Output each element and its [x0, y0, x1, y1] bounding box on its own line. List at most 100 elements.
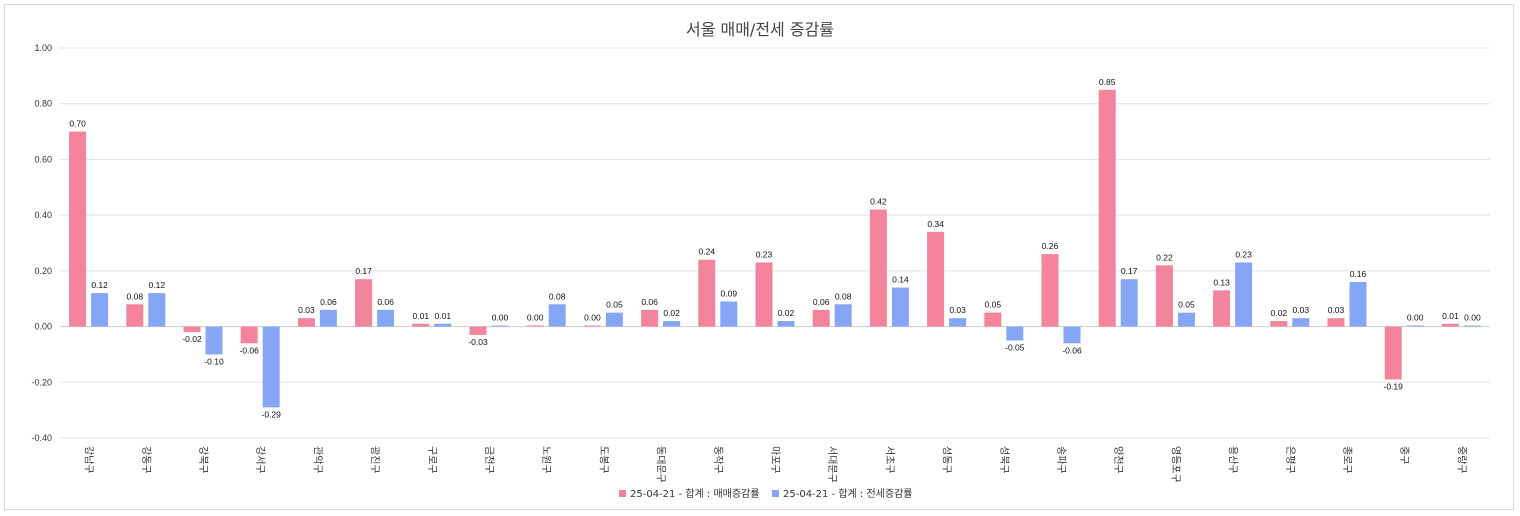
label-sales-19: 0.22 [1156, 252, 1173, 262]
x-tick-label: 서대문구 [826, 446, 838, 483]
bar-sales-8 [526, 325, 544, 327]
bar-sales-24 [1441, 323, 1459, 327]
bar-sales-1 [126, 304, 144, 327]
x-tick-label: 도봉구 [597, 446, 609, 474]
label-sales-22: 0.03 [1328, 305, 1345, 315]
x-tick-label: 성북구 [998, 446, 1010, 474]
bar-sales-14 [869, 209, 887, 327]
bar-jeonse-22 [1349, 282, 1367, 327]
x-tick-label: 강남구 [83, 446, 95, 474]
label-sales-20: 0.13 [1213, 277, 1230, 287]
bars [69, 89, 1481, 408]
label-jeonse-21: 0.03 [1293, 305, 1310, 315]
bar-sales-10 [641, 309, 659, 327]
label-jeonse-1: 0.12 [149, 280, 166, 290]
label-jeonse-15: 0.03 [949, 305, 966, 315]
bar-jeonse-9 [605, 312, 623, 327]
x-tick-label: 동대문구 [655, 446, 667, 483]
bar-sales-16 [984, 312, 1002, 327]
label-sales-1: 0.08 [127, 291, 144, 301]
label-sales-24: 0.01 [1442, 311, 1459, 321]
bar-jeonse-20 [1235, 262, 1253, 327]
bar-jeonse-5 [377, 309, 395, 327]
x-tick-label: 중랑구 [1455, 446, 1467, 474]
bar-jeonse-6 [434, 323, 452, 327]
label-jeonse-17: -0.06 [1062, 345, 1082, 355]
bar-jeonse-12 [777, 321, 795, 327]
x-tick-label: 강동구 [140, 446, 152, 474]
label-jeonse-5: 0.06 [377, 297, 394, 307]
bar-sales-21 [1270, 321, 1288, 327]
y-tick-label: 0.40 [34, 210, 52, 220]
bar-jeonse-10 [663, 321, 681, 327]
label-sales-10: 0.06 [641, 297, 658, 307]
legend-label-sales: 25-04-21 - 합계 : 매매증감률 [630, 488, 759, 500]
bar-sales-9 [583, 325, 601, 327]
label-jeonse-7: 0.00 [492, 313, 509, 323]
x-tick-label: 노원구 [540, 446, 552, 474]
bar-sales-23 [1384, 326, 1402, 380]
bar-sales-3 [240, 326, 258, 344]
x-tick-label: 양천구 [1112, 446, 1124, 474]
label-sales-16: 0.05 [985, 300, 1002, 310]
bar-sales-0 [69, 131, 87, 327]
bar-jeonse-0 [91, 293, 109, 327]
bar-sales-2 [183, 326, 201, 333]
y-tick-label: 0.60 [34, 154, 52, 164]
y-tick-label: 1.00 [34, 43, 52, 53]
label-sales-5: 0.17 [355, 266, 372, 276]
label-jeonse-0: 0.12 [91, 280, 108, 290]
y-axis: -0.40 -0.20 0.00 0.20 0.40 0.60 0.80 1.00 [31, 43, 52, 443]
label-jeonse-11: 0.09 [721, 289, 738, 299]
label-jeonse-10: 0.02 [663, 308, 680, 318]
x-tick-label: 용산구 [1227, 446, 1239, 474]
label-sales-4: 0.03 [298, 305, 315, 315]
label-jeonse-9: 0.05 [606, 300, 623, 310]
bar-chart: 서울 매매/전세 증감률 -0.40 -0.20 0.00 0.20 0.40 0.60 0… [31, 20, 1490, 500]
label-jeonse-13: 0.08 [835, 291, 852, 301]
bar-jeonse-2 [205, 326, 223, 355]
chart-frame: 서울 매매/전세 증감률 -0.40 -0.20 0.00 0.20 0.40 0.60 0… [4, 4, 1514, 510]
bar-jeonse-1 [148, 293, 166, 327]
label-jeonse-20: 0.23 [1235, 250, 1252, 260]
label-jeonse-23: 0.00 [1407, 313, 1424, 323]
bar-jeonse-24 [1463, 325, 1481, 327]
label-jeonse-14: 0.14 [892, 275, 909, 285]
label-sales-9: 0.00 [584, 313, 601, 323]
bar-jeonse-14 [891, 287, 909, 327]
y-tick-label: 0.80 [34, 99, 52, 109]
x-tick-label: 강서구 [254, 446, 266, 474]
label-jeonse-19: 0.05 [1178, 300, 1195, 310]
label-jeonse-16: -0.05 [1005, 343, 1025, 353]
label-jeonse-18: 0.17 [1121, 266, 1138, 276]
label-jeonse-6: 0.01 [435, 311, 452, 321]
bar-jeonse-17 [1063, 326, 1081, 344]
x-tick-label: 중구 [1398, 446, 1410, 464]
bar-jeonse-23 [1406, 325, 1424, 327]
x-tick-label: 광진구 [369, 446, 381, 474]
bar-jeonse-3 [262, 326, 280, 408]
label-sales-17: 0.26 [1042, 241, 1059, 251]
label-sales-14: 0.42 [870, 197, 887, 207]
y-tick-label: 0.00 [34, 322, 52, 332]
x-tick-label: 서초구 [883, 446, 895, 474]
legend-swatch-sales [619, 490, 626, 497]
x-tick-label: 영등포구 [1169, 446, 1181, 483]
bar-jeonse-8 [548, 304, 566, 327]
x-tick-label: 강북구 [197, 446, 209, 474]
bar-sales-15 [927, 231, 945, 327]
label-sales-21: 0.02 [1271, 308, 1288, 318]
bar-jeonse-11 [720, 301, 738, 327]
x-tick-label: 구로구 [426, 446, 437, 474]
bar-sales-19 [1155, 265, 1173, 327]
x-tick-label: 관악구 [311, 446, 323, 474]
x-tick-label: 금천구 [483, 446, 495, 474]
label-jeonse-8: 0.08 [549, 291, 566, 301]
bar-jeonse-18 [1120, 279, 1138, 327]
label-jeonse-24: 0.00 [1464, 313, 1481, 323]
bar-sales-5 [355, 279, 373, 327]
bar-jeonse-16 [1006, 326, 1024, 341]
bar-sales-7 [469, 326, 487, 335]
y-tick-label: -0.40 [31, 433, 52, 443]
x-tick-label: 성동구 [941, 446, 953, 474]
